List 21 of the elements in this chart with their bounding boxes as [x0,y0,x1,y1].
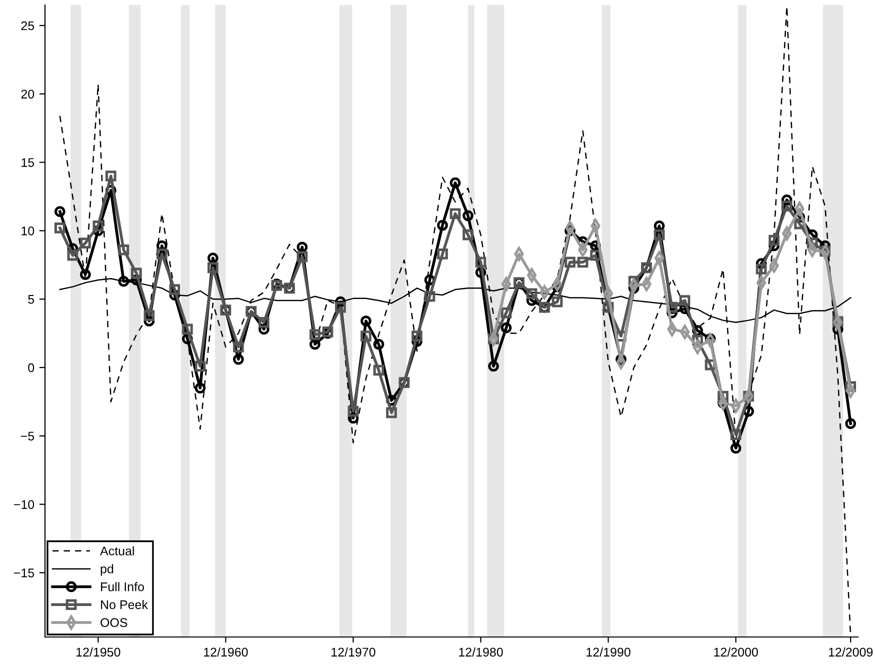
y-tick-label: −5 [20,432,34,441]
x-tick-label: 12/1980 [459,647,503,657]
legend-label: Full Info [101,582,144,592]
x-tick-label: 12/1970 [332,647,376,657]
y-tick-label: 25 [21,21,34,30]
x-tick-label: 12/2000 [714,647,758,657]
y-tick-label: 5 [28,295,34,304]
y-tick-label: 20 [21,90,34,99]
y-tick-label: −15 [14,568,34,578]
x-tick-label: 12/2009 [828,647,873,657]
legend-label: No Peek [101,600,148,610]
y-tick-label: 15 [22,158,34,167]
x-tick-label: 12/1960 [204,647,248,657]
y-tick-label: 10 [22,226,34,236]
y-tick-label: 0 [28,363,34,372]
x-tick-label: 12/1990 [586,647,630,657]
legend-label: OOS [100,618,128,628]
x-tick-label: 12/1950 [76,647,120,657]
y-tick-label: −10 [14,500,34,509]
legend-label: Actual [100,546,134,556]
legend-label: pd [100,564,114,576]
